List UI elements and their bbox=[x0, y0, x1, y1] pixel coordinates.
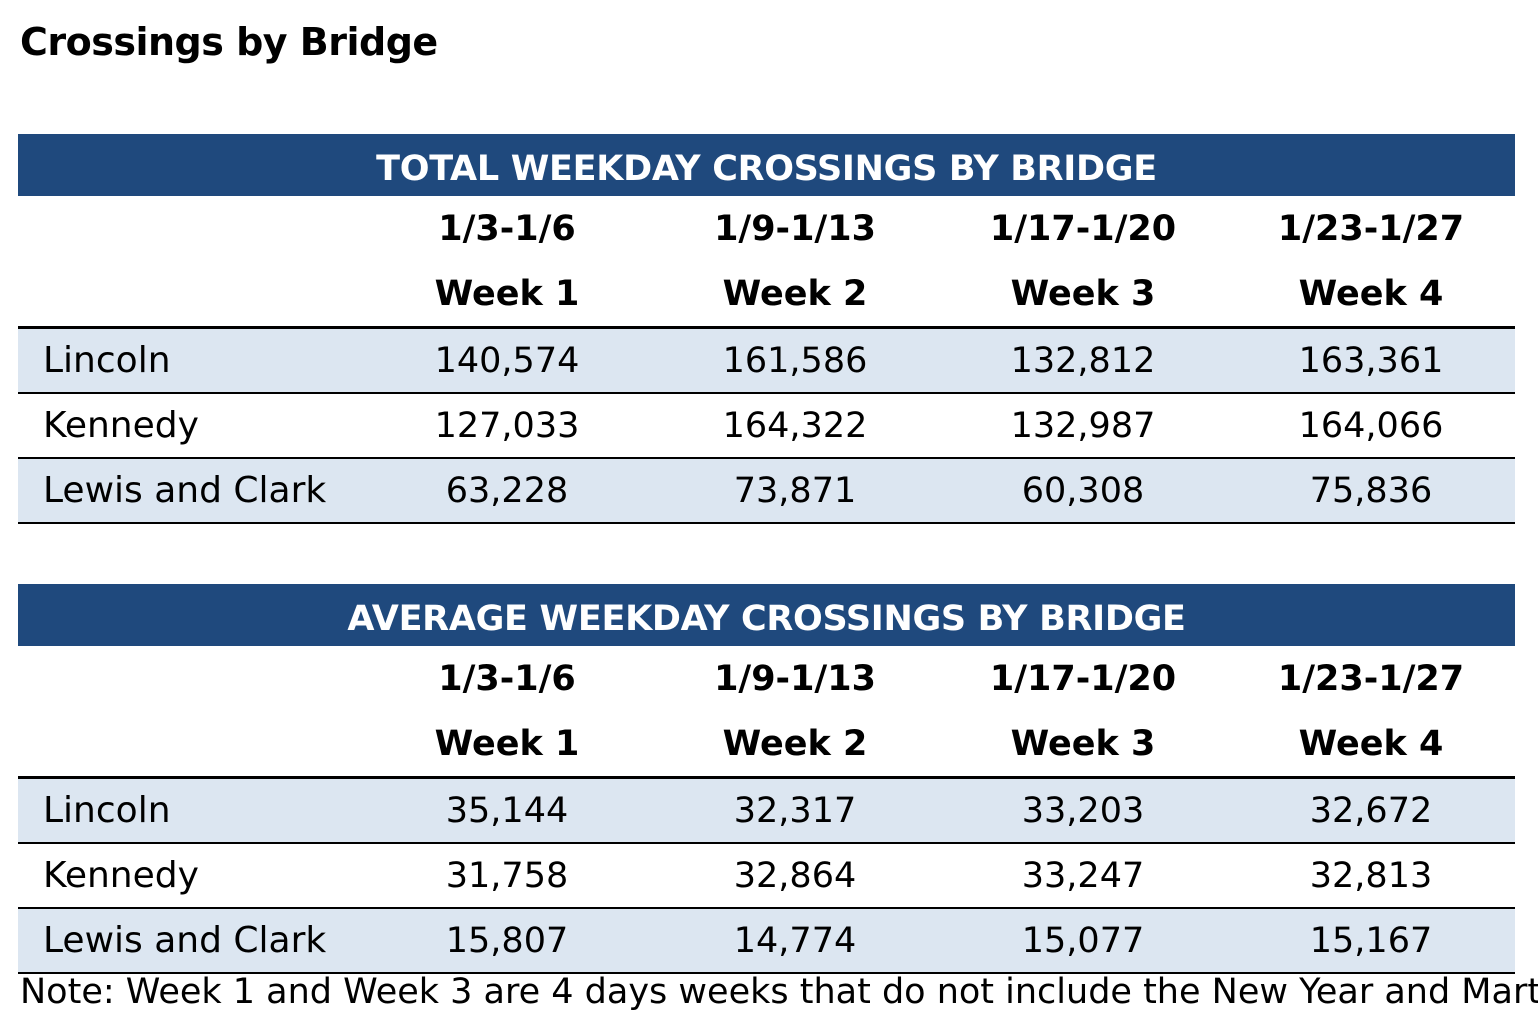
date-range-header-row: 1/3-1/6 1/9-1/13 1/17-1/20 1/23-1/27 bbox=[18, 196, 1515, 261]
crossing-value: 15,807 bbox=[445, 920, 569, 961]
week-header: Week 2 bbox=[722, 723, 868, 764]
date-range-header: 1/3-1/6 bbox=[438, 658, 576, 699]
crossing-value: 127,033 bbox=[434, 405, 580, 446]
date-range-header: 1/23-1/27 bbox=[1277, 208, 1465, 249]
table-row: Lincoln 140,574 161,586 132,812 163,361 bbox=[18, 329, 1515, 394]
date-range-header: 1/23-1/27 bbox=[1277, 658, 1465, 699]
date-range-header-row: 1/3-1/6 1/9-1/13 1/17-1/20 1/23-1/27 bbox=[18, 646, 1515, 711]
crossing-value: 33,203 bbox=[1021, 790, 1145, 831]
crossing-value: 15,077 bbox=[1021, 920, 1145, 961]
crossing-value: 164,322 bbox=[722, 405, 868, 446]
crossing-value: 161,586 bbox=[722, 340, 868, 381]
average-crossings-table: AVERAGE WEEKDAY CROSSINGS BY BRIDGE 1/3-… bbox=[18, 584, 1515, 974]
footnote: Note: Week 1 and Week 3 are 4 days weeks… bbox=[20, 972, 1538, 1012]
table-row: Lincoln 35,144 32,317 33,203 32,672 bbox=[18, 779, 1515, 844]
table-row: Kennedy 31,758 32,864 33,247 32,813 bbox=[18, 844, 1515, 909]
crossing-value: 140,574 bbox=[434, 340, 580, 381]
crossing-value: 32,864 bbox=[733, 855, 857, 896]
bridge-name: Lewis and Clark bbox=[43, 470, 327, 511]
crossing-value: 35,144 bbox=[445, 790, 569, 831]
week-header: Week 2 bbox=[722, 273, 868, 314]
crossing-value: 60,308 bbox=[1021, 470, 1145, 511]
table-banner: AVERAGE WEEKDAY CROSSINGS BY BRIDGE bbox=[18, 584, 1515, 646]
date-range-header: 1/9-1/13 bbox=[714, 658, 876, 699]
bridge-name: Kennedy bbox=[43, 855, 199, 896]
crossing-value: 132,812 bbox=[1010, 340, 1156, 381]
crossing-value: 14,774 bbox=[733, 920, 857, 961]
table-row: Lewis and Clark 63,228 73,871 60,308 75,… bbox=[18, 459, 1515, 524]
crossing-value: 132,987 bbox=[1010, 405, 1156, 446]
week-header: Week 4 bbox=[1298, 723, 1444, 764]
date-range-header: 1/17-1/20 bbox=[989, 658, 1177, 699]
week-header: Week 3 bbox=[1010, 273, 1156, 314]
week-header: Week 4 bbox=[1298, 273, 1444, 314]
date-range-header: 1/17-1/20 bbox=[989, 208, 1177, 249]
total-crossings-table: TOTAL WEEKDAY CROSSINGS BY BRIDGE 1/3-1/… bbox=[18, 134, 1515, 524]
crossing-value: 32,317 bbox=[733, 790, 857, 831]
week-header: Week 1 bbox=[434, 273, 580, 314]
bridge-name: Kennedy bbox=[43, 405, 199, 446]
crossing-value: 63,228 bbox=[445, 470, 569, 511]
table-banner: TOTAL WEEKDAY CROSSINGS BY BRIDGE bbox=[18, 134, 1515, 196]
bridge-name: Lewis and Clark bbox=[43, 920, 327, 961]
crossing-value: 32,672 bbox=[1309, 790, 1433, 831]
bridge-name: Lincoln bbox=[43, 790, 171, 831]
week-header: Week 1 bbox=[434, 723, 580, 764]
crossing-value: 73,871 bbox=[733, 470, 857, 511]
crossing-value: 163,361 bbox=[1298, 340, 1444, 381]
crossing-value: 31,758 bbox=[445, 855, 569, 896]
crossing-value: 32,813 bbox=[1309, 855, 1433, 896]
crossing-value: 164,066 bbox=[1298, 405, 1444, 446]
crossing-value: 75,836 bbox=[1309, 470, 1433, 511]
crossing-value: 15,167 bbox=[1309, 920, 1433, 961]
date-range-header: 1/3-1/6 bbox=[438, 208, 576, 249]
date-range-header: 1/9-1/13 bbox=[714, 208, 876, 249]
crossing-value: 33,247 bbox=[1021, 855, 1145, 896]
week-header-row: Week 1 Week 2 Week 3 Week 4 bbox=[18, 711, 1515, 779]
table-row: Kennedy 127,033 164,322 132,987 164,066 bbox=[18, 394, 1515, 459]
week-header: Week 3 bbox=[1010, 723, 1156, 764]
table-row: Lewis and Clark 15,807 14,774 15,077 15,… bbox=[18, 909, 1515, 974]
week-header-row: Week 1 Week 2 Week 3 Week 4 bbox=[18, 261, 1515, 329]
bridge-name: Lincoln bbox=[43, 340, 171, 381]
page-title: Crossings by Bridge bbox=[20, 20, 438, 64]
